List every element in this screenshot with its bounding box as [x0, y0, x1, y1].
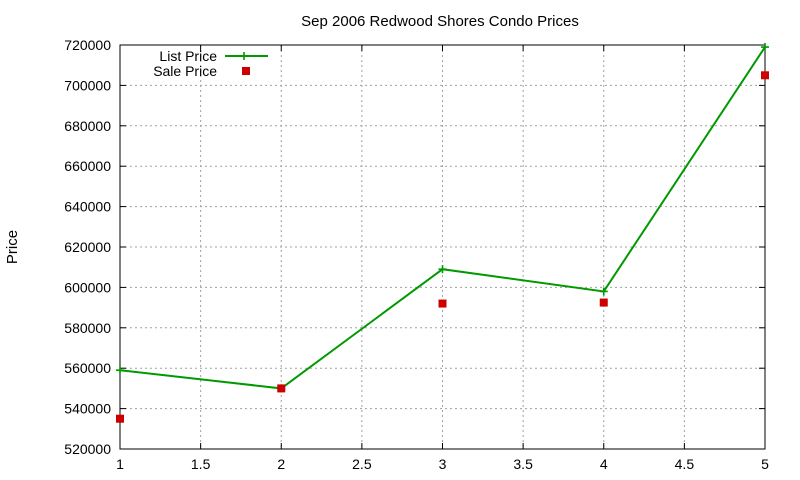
y-tick-label: 680000 — [64, 118, 111, 134]
x-tick-label: 2.5 — [352, 456, 372, 472]
y-tick-label: 580000 — [64, 320, 111, 336]
data-point-list-price — [116, 366, 124, 375]
data-point-list-price — [761, 43, 769, 52]
y-tick-label: 520000 — [64, 441, 111, 457]
legend-label-sale-price: Sale Price — [153, 63, 217, 79]
series — [116, 43, 769, 423]
x-tick-label: 5 — [761, 456, 769, 472]
y-tick-label: 560000 — [64, 360, 111, 376]
legend: List Price Sale Price — [153, 48, 268, 79]
x-tick-labels: 1 1.5 2 2.5 3 3.5 4 4.5 5 — [116, 456, 769, 472]
y-tick-label: 700000 — [64, 77, 111, 93]
x-tick-label: 1 — [116, 456, 124, 472]
y-tick-labels: 520000 540000 560000 580000 600000 620000 6400… — [64, 37, 111, 457]
y-axis-label: Price — [4, 230, 21, 264]
x-tick-label: 1.5 — [191, 456, 211, 472]
data-point-sale-price — [277, 384, 286, 393]
series-line-list-price — [119, 46, 766, 390]
data-point-sale-price — [116, 414, 124, 423]
grid — [120, 45, 765, 449]
y-tick-label: 660000 — [64, 158, 111, 174]
axis-ticks — [119, 44, 766, 450]
y-tick-label: 620000 — [64, 239, 111, 255]
y-tick-label: 540000 — [64, 401, 111, 417]
legend-label-list-price: List Price — [159, 48, 217, 64]
x-tick-label: 3.5 — [513, 456, 533, 472]
data-point-list-price — [599, 287, 608, 296]
x-tick-label: 3 — [439, 456, 447, 472]
x-tick-label: 4 — [600, 456, 608, 472]
x-tick-label: 4.5 — [675, 456, 695, 472]
y-tick-label: 600000 — [64, 279, 111, 295]
y-tick-label: 720000 — [64, 37, 111, 53]
legend-marker-list-price — [240, 52, 248, 60]
legend-marker-sale-price — [242, 67, 250, 75]
x-tick-label: 2 — [277, 456, 285, 472]
data-point-sale-price — [438, 299, 447, 308]
y-tick-label: 640000 — [64, 199, 111, 215]
data-point-sale-price — [761, 71, 769, 80]
data-point-list-price — [438, 265, 447, 274]
chart-title: Sep 2006 Redwood Shores Condo Prices — [301, 13, 579, 30]
data-point-sale-price — [599, 298, 608, 307]
